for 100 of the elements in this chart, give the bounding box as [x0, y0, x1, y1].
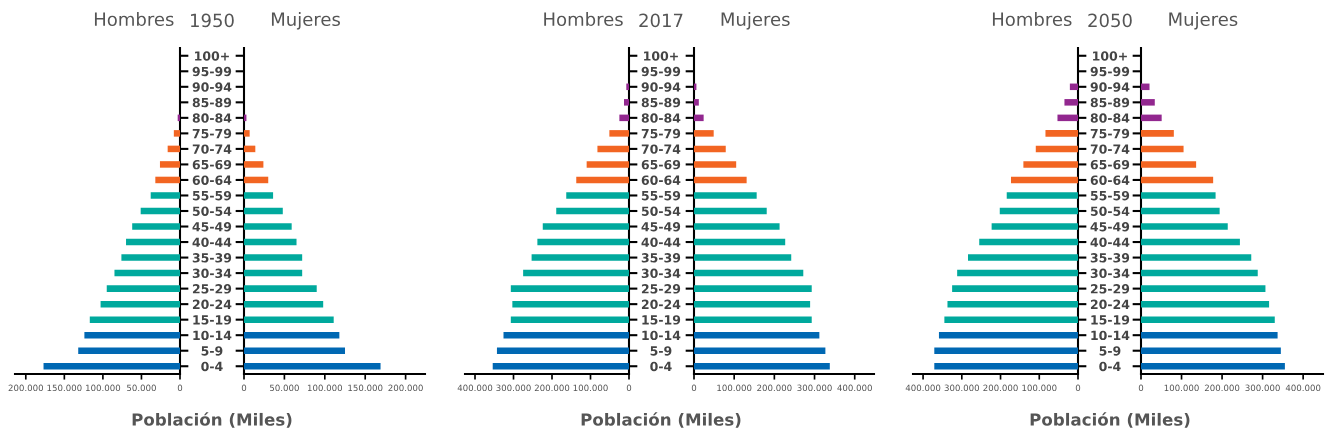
y-tick-label: 85-89 — [192, 97, 232, 108]
x-tick-label: 300.000 — [496, 384, 531, 392]
bar — [934, 347, 1078, 354]
bar — [100, 300, 180, 308]
bar — [938, 331, 1078, 339]
bar — [694, 285, 812, 292]
bar — [510, 285, 629, 292]
x-tick-label: 200.000 — [8, 384, 44, 392]
y-tick-label: 95-99 — [1090, 66, 1130, 77]
x-tick-label: 400.000 — [457, 384, 493, 392]
y-tick-label: 15-19 — [642, 315, 681, 325]
y-tick-label: 35-39 — [641, 253, 681, 263]
bar — [244, 223, 292, 230]
y-tick-label: 5-9 — [1099, 346, 1121, 356]
y-tick-label: 35-39 — [1090, 253, 1130, 263]
y-tick-label: 5-9 — [650, 346, 672, 356]
y-tick-label: 90-94 — [641, 82, 681, 92]
y-tick-label: 40-44 — [192, 237, 232, 247]
bar — [694, 347, 826, 354]
bar — [1141, 331, 1278, 339]
bar — [114, 269, 180, 277]
bar — [991, 223, 1078, 230]
bar — [1141, 254, 1252, 261]
chart-title: Mujeres — [1169, 12, 1238, 30]
y-tick-label: 30-34 — [192, 268, 232, 279]
x-axis-title: Población (Miles) — [581, 412, 741, 428]
y-tick-label: 60-64 — [192, 175, 232, 185]
bar — [244, 192, 274, 199]
y-tick-label: 75-79 — [192, 128, 232, 139]
bar — [503, 331, 629, 339]
x-tick-label: 100.000 — [1022, 384, 1057, 392]
y-tick-label: 75-79 — [1090, 128, 1130, 139]
y-tick-label: 10-14 — [1091, 330, 1130, 341]
bar — [1141, 269, 1258, 277]
bar — [1045, 130, 1078, 137]
y-tick-label: 30-34 — [1090, 268, 1130, 279]
x-tick-label: 100.000 — [307, 384, 343, 392]
bar — [1141, 316, 1275, 323]
bar — [1010, 176, 1078, 184]
bar — [244, 161, 264, 168]
bar — [586, 161, 629, 168]
bar — [244, 316, 334, 323]
y-tick-label: 100+ — [1093, 51, 1127, 61]
bar — [1141, 99, 1155, 106]
bar — [1141, 207, 1220, 215]
bar — [1141, 130, 1174, 137]
bar — [244, 269, 303, 277]
x-tick-label: 300.000 — [797, 384, 832, 392]
bar — [619, 114, 629, 122]
bar — [244, 238, 297, 246]
bar — [244, 285, 317, 292]
bar — [556, 207, 629, 215]
y-tick-label: 30-34 — [641, 268, 681, 279]
y-tick-label: 100+ — [644, 51, 678, 61]
y-tick-label: 60-64 — [1090, 175, 1130, 185]
chart-title: Hombres — [544, 12, 623, 27]
bar — [244, 176, 269, 184]
bar — [1141, 83, 1150, 91]
bar — [1141, 362, 1285, 370]
bar — [1035, 145, 1078, 153]
x-tick-label: 400.000 — [905, 384, 941, 392]
y-tick-label: 95-99 — [192, 66, 232, 77]
bar — [78, 347, 180, 354]
y-tick-label: 40-44 — [1090, 237, 1130, 247]
x-tick-label: 150.000 — [348, 384, 383, 392]
bar — [1057, 114, 1078, 122]
x-tick-label: 200.000 — [1204, 384, 1240, 392]
y-tick-label: 35-39 — [192, 253, 232, 263]
bar — [694, 238, 786, 246]
bar — [694, 130, 714, 137]
bar — [1069, 83, 1078, 91]
text: 1950 — [191, 13, 234, 28]
bar — [132, 223, 180, 230]
bar — [694, 316, 812, 323]
y-tick-label: 70-74 — [1090, 144, 1130, 154]
bar — [542, 223, 629, 230]
bar — [89, 316, 180, 323]
bar — [694, 362, 830, 370]
bar — [1141, 176, 1214, 184]
y-tick-label: 65-69 — [641, 159, 681, 170]
bar — [626, 83, 629, 91]
bar — [968, 254, 1078, 261]
text: 2017 — [639, 13, 683, 28]
bar — [609, 130, 629, 137]
bar — [244, 207, 283, 215]
y-tick-label: 20-24 — [192, 299, 232, 310]
x-tick-label: 100.000 — [717, 384, 752, 392]
bar — [694, 223, 780, 230]
y-tick-label: 0-4 — [1099, 361, 1121, 372]
bar — [106, 285, 180, 292]
bar — [694, 192, 757, 199]
bar — [537, 238, 629, 246]
y-tick-label: 80-84 — [192, 113, 232, 123]
bar — [244, 254, 303, 261]
bar — [1141, 192, 1216, 199]
y-tick-label: 45-49 — [1090, 222, 1130, 232]
y-tick-label: 15-19 — [193, 315, 232, 325]
x-tick-label: 200.000 — [983, 384, 1018, 392]
bar — [1141, 223, 1228, 230]
bar — [576, 176, 629, 184]
